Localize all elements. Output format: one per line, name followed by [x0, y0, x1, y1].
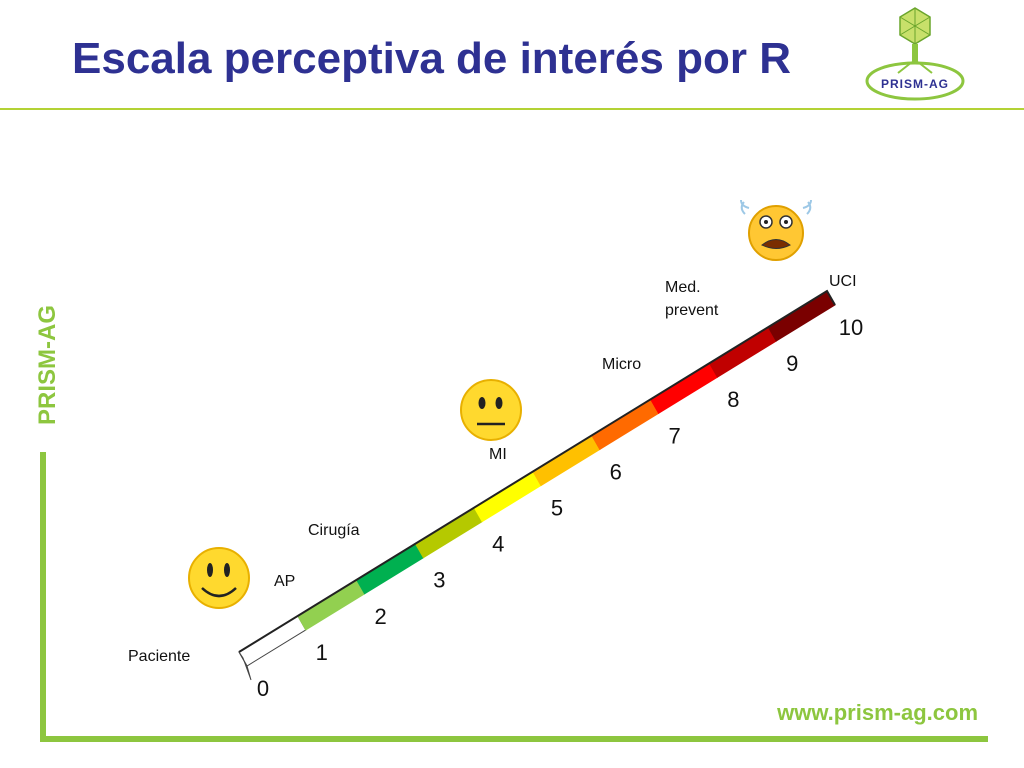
- happy-face-icon: [188, 547, 250, 609]
- logo-graphic: [865, 7, 965, 101]
- slide-title: Escala perceptiva de interés por R: [72, 34, 791, 83]
- scale-number: 6: [610, 459, 622, 484]
- category-label: Micro: [602, 356, 641, 373]
- top-divider: [0, 108, 1024, 110]
- scale-number: 8: [727, 387, 739, 412]
- scale-number: 2: [374, 604, 386, 629]
- scale-segment: [649, 362, 719, 414]
- category-label: MI: [489, 446, 507, 463]
- category-label: Med. prevent: [665, 279, 719, 319]
- scale-number: 4: [492, 532, 504, 557]
- scale-numbers: 0 1 2 3 4 5 6 7 8 9 10: [257, 315, 863, 701]
- category-label: UCI: [829, 273, 857, 290]
- scale-number: 3: [433, 568, 445, 593]
- scale-segment: [297, 579, 366, 631]
- scale-segment: [473, 470, 542, 523]
- scale-segment: [238, 615, 307, 667]
- scale-number: 10: [839, 315, 863, 340]
- scale-bar-start-cap: [238, 651, 252, 681]
- left-frame-line: [40, 452, 46, 742]
- scale-number: 5: [551, 496, 563, 521]
- scale-segment: [767, 290, 836, 342]
- scale-segment: [708, 326, 777, 378]
- scale-bar: [238, 289, 836, 681]
- scale-categories: Paciente AP Cirugía MI Micro Med. prevent UCI: [128, 273, 857, 665]
- scale-segment: [414, 506, 483, 559]
- category-label: Paciente: [128, 648, 190, 665]
- scale-number: 9: [786, 351, 798, 376]
- website-url[interactable]: www.prism-ag.com: [777, 700, 978, 725]
- scale-segment: [591, 398, 660, 451]
- scale-segment: [532, 434, 601, 487]
- scale-number: 7: [668, 423, 680, 448]
- scared-face-icon: [740, 199, 812, 261]
- scale-number: 0: [257, 676, 269, 701]
- bottom-frame-line: [40, 736, 988, 742]
- scale-number: 1: [316, 640, 328, 665]
- scale-bar-edge: [238, 289, 836, 653]
- category-label: AP: [274, 573, 295, 590]
- logo-text: PRISM-AG: [881, 77, 949, 91]
- category-label: Cirugía: [308, 522, 360, 539]
- scale-segment: [355, 543, 425, 595]
- neutral-face-icon: [460, 379, 522, 441]
- prism-ag-logo: PRISM-AG: [862, 6, 968, 102]
